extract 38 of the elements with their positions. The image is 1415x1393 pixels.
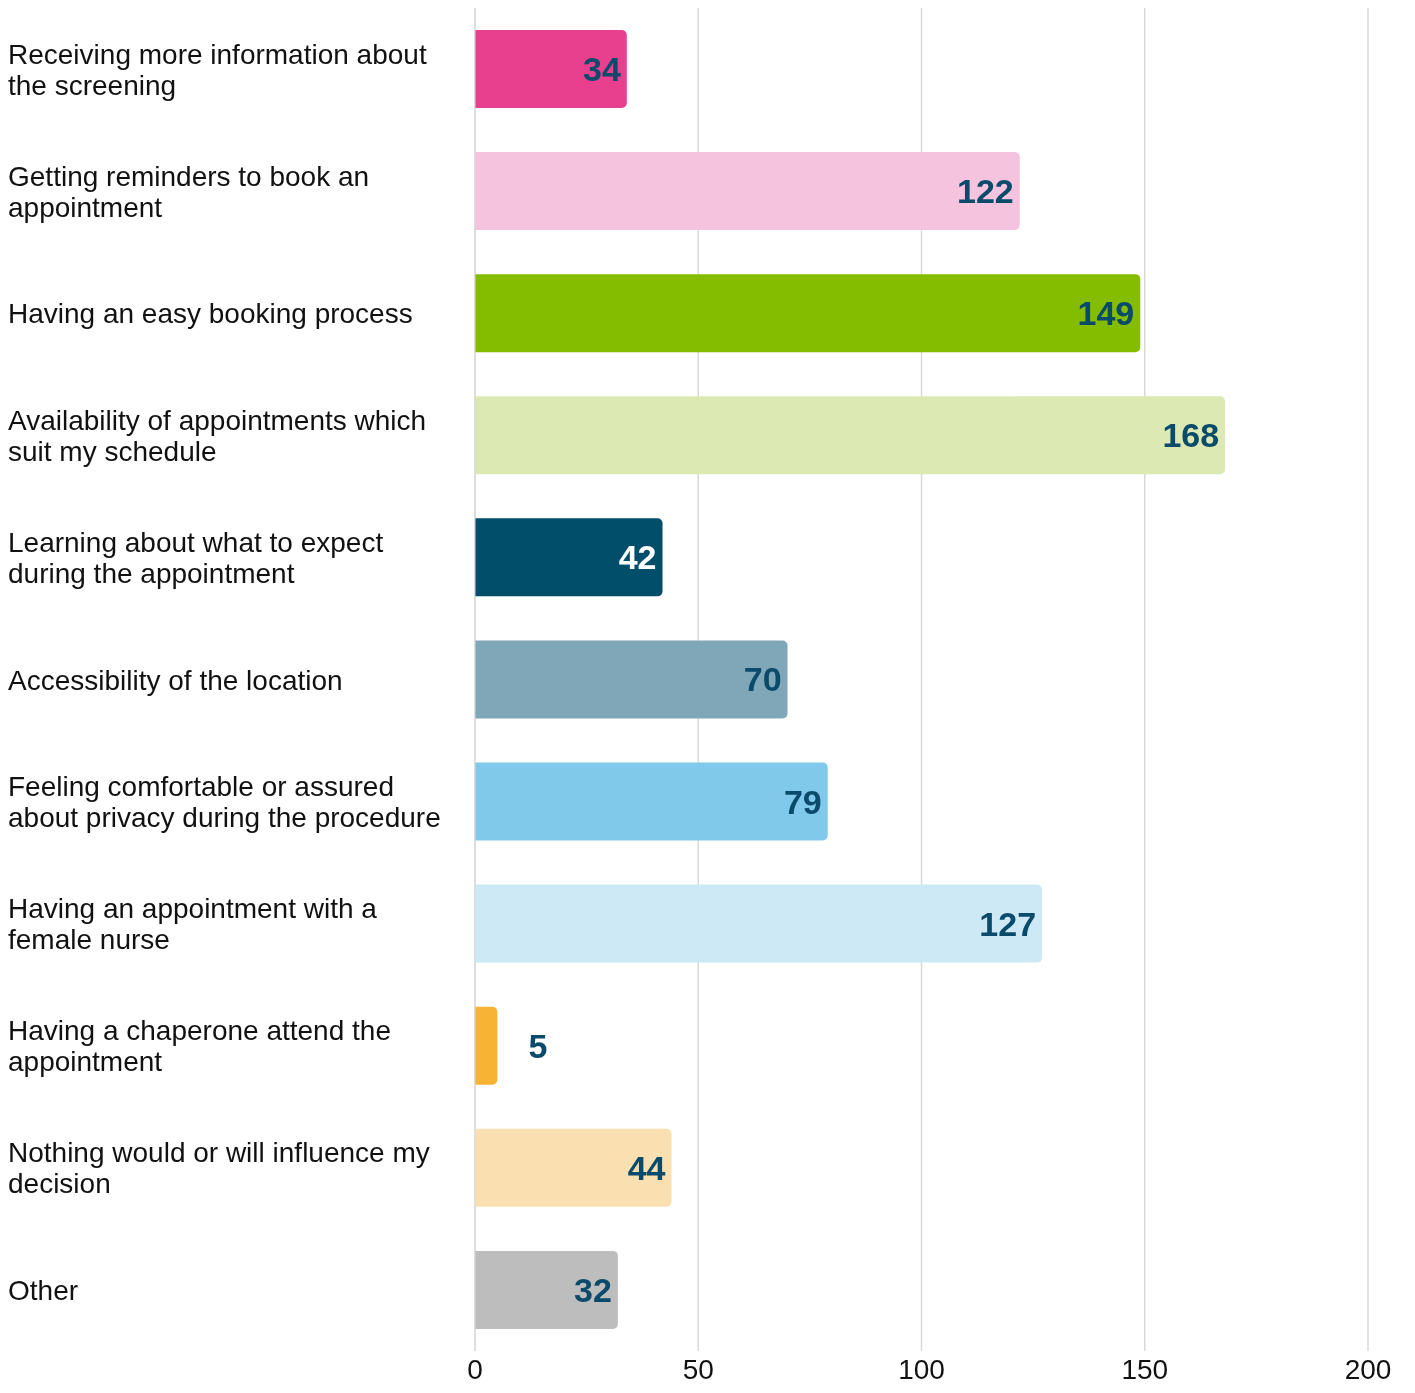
x-tick-label: 150: [1121, 1353, 1169, 1385]
y-tick-label: Receiving more information about the screening: [8, 38, 427, 101]
data-label: 122: [957, 172, 1014, 211]
bar: [475, 152, 1020, 231]
y-tick-label: Availability of appointments which suit my schedule: [8, 404, 427, 467]
bar: [475, 396, 1226, 475]
bar: [475, 518, 663, 597]
data-label: 32: [574, 1270, 612, 1309]
bar: [475, 640, 788, 719]
bar: [475, 1250, 618, 1329]
data-label: 42: [618, 538, 657, 577]
y-tick-label: Getting reminders to book an appointment: [8, 160, 370, 223]
y-tick-label: Accessibility of the location: [8, 664, 343, 695]
y-tick-label: Nothing would or will influence my decision: [8, 1136, 430, 1199]
x-tick-label: 100: [898, 1353, 945, 1385]
x-tick-label: 0: [467, 1353, 483, 1385]
y-tick-label: Feeling comfortable or assured about privacy during the procedure: [8, 770, 441, 833]
data-label: 5: [528, 1026, 548, 1065]
y-tick-label: Having an easy booking process: [8, 297, 413, 329]
data-label: 34: [582, 49, 621, 88]
bar: [475, 29, 627, 108]
x-tick-label: 50: [682, 1353, 714, 1385]
bar: [475, 884, 1043, 963]
bar: [475, 1128, 672, 1207]
bar: [475, 1006, 498, 1085]
bar: [475, 274, 1141, 353]
data-label: 44: [627, 1148, 666, 1187]
y-tick-label: Having an appointment with a female nurse: [8, 892, 378, 955]
bar: [475, 762, 828, 841]
data-label: 79: [783, 782, 822, 821]
data-label: 70: [743, 660, 782, 699]
y-tick-label: Other: [8, 1274, 79, 1306]
y-tick-label: Learning about what to expect during the appointment: [8, 526, 384, 589]
data-label: 149: [1077, 294, 1135, 333]
data-label: 127: [979, 904, 1037, 943]
data-label: 168: [1162, 416, 1220, 455]
x-tick-label: 200: [1344, 1353, 1392, 1385]
y-tick-label: Having a chaperone attend the appointment: [8, 1014, 391, 1077]
